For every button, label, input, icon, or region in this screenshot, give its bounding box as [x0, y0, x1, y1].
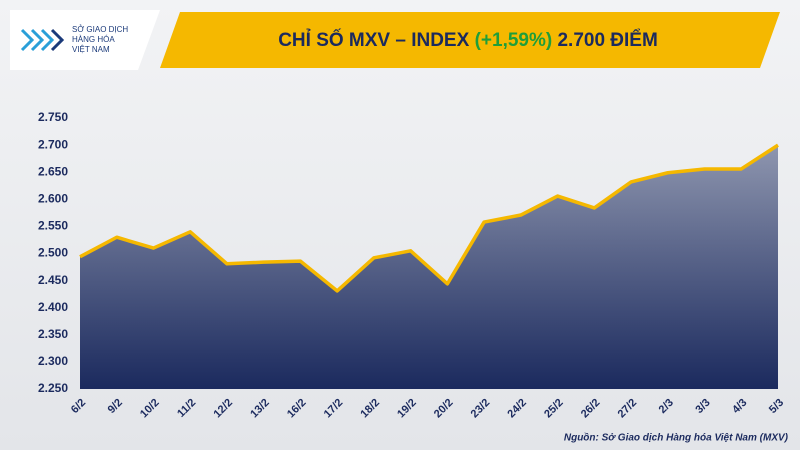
area	[80, 145, 778, 389]
chart-title: CHỈ SỐ MXV – INDEX (+1,59%) 2.700 ĐIỂM	[278, 29, 658, 51]
line	[79, 143, 779, 293]
title-change: (+1,59%)	[475, 30, 553, 51]
title-text: CHỈ SỐ MXV – INDEX	[278, 29, 469, 51]
logo-icon	[20, 28, 65, 52]
y-tick-label: 2.600	[38, 191, 68, 205]
source: Nguồn: Sở Giao dịch Hàng hóa Việt Nam (M…	[564, 432, 789, 444]
logo-box	[10, 10, 160, 70]
y-tick-label: 2.450	[38, 273, 68, 287]
logo-text: VIỆT NAM	[72, 45, 110, 54]
logo-text: HÀNG HÓA	[72, 35, 115, 44]
y-tick-label: 2.500	[38, 246, 68, 260]
y-tick-label: 2.750	[38, 110, 68, 124]
y-tick-label: 2.250	[38, 381, 68, 395]
y-tick-label: 2.400	[38, 300, 68, 314]
y-tick-label: 2.550	[38, 219, 68, 233]
title-value: 2.700 ĐIỂM	[557, 29, 657, 51]
logo-text: SỞ GIAO DỊCH	[72, 25, 128, 34]
y-tick-label: 2.350	[38, 327, 68, 341]
title-banner	[160, 12, 780, 68]
y-tick-label: 2.650	[38, 164, 68, 178]
y-tick-label: 2.700	[38, 137, 68, 151]
y-tick-label: 2.300	[38, 354, 68, 368]
